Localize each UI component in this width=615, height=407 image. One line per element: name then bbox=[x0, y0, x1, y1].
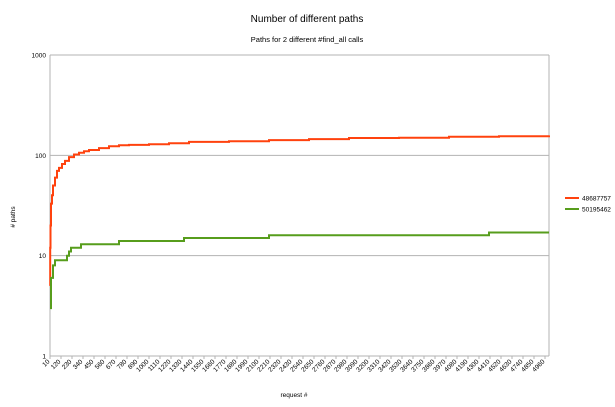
axes: 1101001000101202303404505606707808901000… bbox=[32, 53, 550, 374]
x-tick-label: 120 bbox=[50, 358, 63, 371]
series-line-50195462 bbox=[50, 231, 549, 310]
x-tick-label: 4960 bbox=[531, 358, 546, 373]
x-tick-label: 340 bbox=[72, 358, 85, 371]
legend-label-48687757: 48687757 bbox=[582, 196, 611, 203]
legend-label-50195462: 50195462 bbox=[582, 207, 611, 214]
series-lines bbox=[49, 135, 550, 310]
x-tick-label: 450 bbox=[83, 358, 96, 371]
x-tick-label: 230 bbox=[61, 358, 74, 371]
x-tick-label: 10 bbox=[41, 358, 51, 368]
y-tick-label: 100 bbox=[35, 153, 46, 160]
legend: 48687757 50195462 bbox=[565, 196, 611, 214]
x-tick-label: 670 bbox=[105, 358, 118, 371]
x-axis-label: request # bbox=[280, 392, 307, 399]
series-line-48687757 bbox=[49, 135, 550, 287]
y-axis-label: # paths bbox=[10, 206, 17, 228]
y-tick-label: 1 bbox=[42, 354, 46, 361]
y-tick-label: 10 bbox=[39, 253, 47, 260]
x-tick-label: 780 bbox=[116, 358, 129, 371]
x-tick-label: 560 bbox=[94, 358, 107, 371]
chart-subtitle: Paths for 2 different #find_all calls bbox=[251, 35, 364, 44]
gridlines bbox=[50, 54, 549, 357]
y-tick-label: 1000 bbox=[32, 53, 47, 60]
chart-title: Number of different paths bbox=[251, 14, 364, 25]
